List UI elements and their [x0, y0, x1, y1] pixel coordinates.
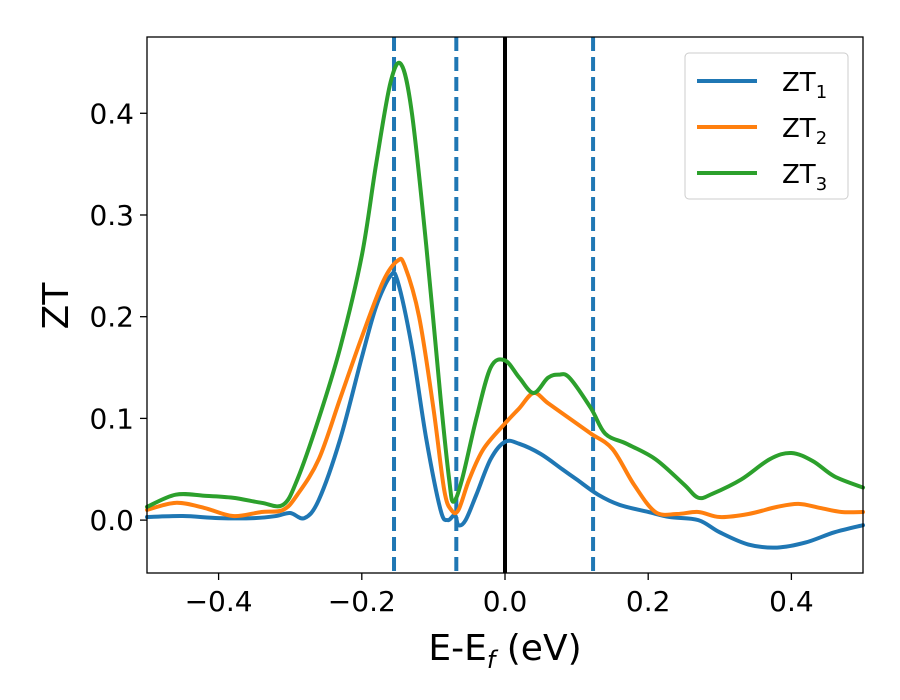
x-tick-label: 0.2: [626, 585, 671, 618]
legend-label-zt3: ZT3: [782, 160, 827, 195]
y-axis-label: ZT: [36, 282, 77, 330]
x-axis-label: E-Ef (eV): [428, 628, 581, 674]
y-axis-ticks: 0.0 0.1 0.2 0.3 0.4: [89, 97, 147, 537]
x-axis-ticks: −0.4 −0.2 0.0 0.2 0.4: [185, 573, 814, 618]
series-line-zt2: [145, 256, 865, 520]
x-axis-label-unit: (eV): [495, 628, 581, 669]
legend-label-sub: 3: [816, 174, 827, 195]
y-tick-label: 0.1: [89, 402, 134, 435]
x-tick-label: 0.4: [769, 585, 814, 618]
x-tick-label: 0.0: [483, 585, 528, 618]
y-tick-label: 0.4: [89, 97, 134, 130]
vertical-reference-lines: [392, 37, 596, 573]
y-tick-label: 0.2: [89, 301, 134, 334]
y-tick-label: 0.3: [89, 199, 134, 232]
x-axis-label-main: E-E: [428, 628, 486, 669]
legend-label-main: ZT: [782, 160, 816, 190]
legend-label-zt1: ZT1: [782, 68, 827, 103]
series-layer: [145, 60, 865, 550]
x-tick-label: −0.2: [328, 585, 396, 618]
y-tick-label: 0.0: [89, 504, 134, 537]
legend-label-main: ZT: [782, 114, 816, 144]
x-tick-label: −0.4: [185, 585, 253, 618]
legend-label-sub: 1: [816, 82, 827, 103]
legend-label-main: ZT: [782, 68, 816, 98]
series-line-zt1: [145, 270, 865, 550]
legend-box: [684, 52, 849, 200]
legend-label-zt2: ZT2: [782, 114, 827, 149]
series-line-zt3: [145, 60, 865, 509]
legend-label-sub: 2: [816, 128, 827, 149]
